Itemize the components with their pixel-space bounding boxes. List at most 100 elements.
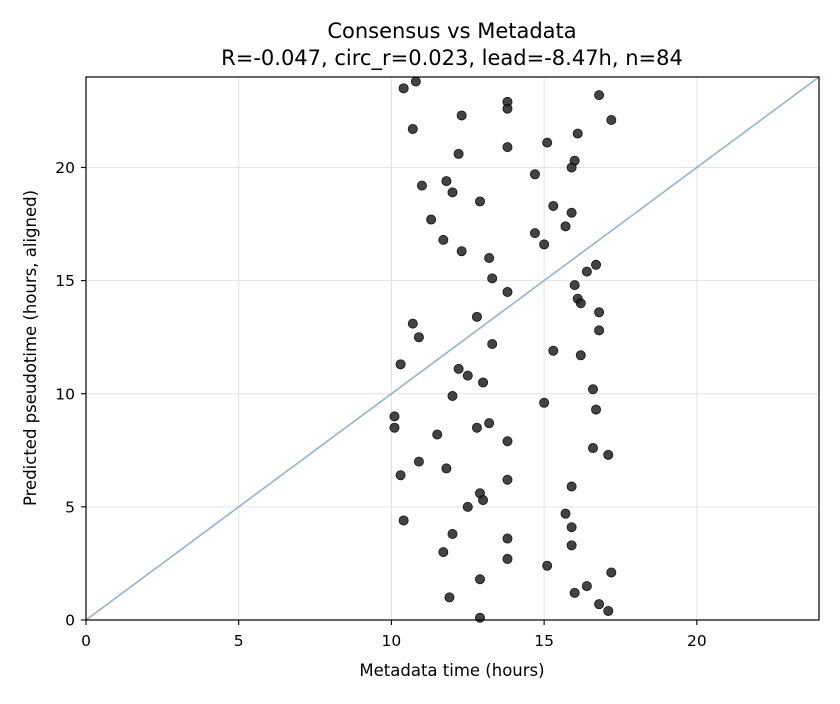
data-point xyxy=(569,587,580,598)
plot-area-frame xyxy=(85,76,820,621)
x-tick-label: 5 xyxy=(234,632,244,650)
x-tick-label: 15 xyxy=(534,632,554,650)
data-point xyxy=(438,547,449,558)
x-tick-label: 0 xyxy=(81,632,91,650)
identity-reference-line xyxy=(85,76,820,621)
data-point xyxy=(569,280,580,291)
data-point xyxy=(529,169,540,180)
data-point xyxy=(407,124,418,135)
y-tick-label: 5 xyxy=(65,498,75,516)
data-point xyxy=(594,325,605,336)
x-axis-label: Metadata time (hours) xyxy=(359,661,544,680)
data-point xyxy=(478,377,489,388)
data-point xyxy=(539,239,550,250)
data-point xyxy=(389,411,400,422)
x-axis-ticks: 0 5 10 15 20 xyxy=(81,620,707,650)
data-point xyxy=(413,332,424,343)
data-point xyxy=(474,196,485,207)
data-point xyxy=(484,252,495,263)
data-point xyxy=(594,90,605,101)
data-point xyxy=(594,307,605,318)
data-point xyxy=(502,103,513,114)
chart-title: Consensus vs Metadata xyxy=(327,19,576,43)
data-point xyxy=(575,350,586,361)
data-point xyxy=(548,345,559,356)
data-point xyxy=(447,187,458,198)
data-point xyxy=(453,148,464,159)
data-point xyxy=(502,436,513,447)
data-point xyxy=(426,214,437,225)
data-point xyxy=(566,522,577,533)
data-point xyxy=(395,470,406,481)
data-point xyxy=(603,449,614,460)
data-point xyxy=(591,259,602,270)
data-point xyxy=(575,298,586,309)
data-point xyxy=(413,456,424,467)
data-point xyxy=(474,612,485,623)
data-point xyxy=(410,76,421,87)
data-point xyxy=(441,463,452,474)
data-point xyxy=(444,592,455,603)
data-point xyxy=(398,83,409,94)
x-tick-label: 10 xyxy=(382,632,402,650)
data-point xyxy=(587,443,598,454)
data-point xyxy=(566,540,577,551)
data-point xyxy=(389,422,400,433)
data-point xyxy=(587,384,598,395)
data-point xyxy=(542,137,553,148)
data-point xyxy=(566,481,577,492)
data-point xyxy=(456,110,467,121)
data-point xyxy=(453,363,464,374)
data-point xyxy=(432,429,443,440)
data-point xyxy=(566,207,577,218)
x-tick-label: 20 xyxy=(687,632,707,650)
y-tick-label: 20 xyxy=(55,159,75,177)
data-points xyxy=(389,76,617,623)
chart-subtitle: R=-0.047, circ_r=0.023, lead=-8.47h, n=8… xyxy=(221,46,683,71)
y-axis-ticks: 0 5 10 15 20 xyxy=(55,159,86,630)
data-point xyxy=(471,311,482,322)
data-point xyxy=(484,418,495,429)
data-point xyxy=(566,162,577,173)
data-point xyxy=(447,529,458,540)
data-point xyxy=(398,515,409,526)
data-point xyxy=(471,422,482,433)
data-point xyxy=(502,142,513,153)
data-point xyxy=(594,599,605,610)
data-point xyxy=(441,176,452,187)
y-tick-label: 0 xyxy=(65,612,75,630)
data-point xyxy=(539,397,550,408)
data-point xyxy=(478,495,489,506)
data-point xyxy=(502,286,513,297)
data-point xyxy=(529,228,540,239)
data-point xyxy=(502,474,513,485)
data-point xyxy=(447,391,458,402)
data-point xyxy=(603,605,614,616)
data-point xyxy=(606,567,617,578)
data-point xyxy=(474,574,485,585)
data-point xyxy=(572,128,583,139)
data-point xyxy=(395,359,406,370)
data-point xyxy=(487,273,498,284)
y-axis-label: Predicted pseudotime (hours, aligned) xyxy=(21,190,40,506)
data-point xyxy=(560,221,571,232)
y-tick-label: 10 xyxy=(55,385,75,403)
data-point xyxy=(438,234,449,245)
data-point xyxy=(462,370,473,381)
data-point xyxy=(416,180,427,191)
data-point xyxy=(581,266,592,277)
data-point xyxy=(502,533,513,544)
data-point xyxy=(591,404,602,415)
data-point xyxy=(407,318,418,329)
data-point xyxy=(502,553,513,564)
data-point xyxy=(560,508,571,519)
data-point xyxy=(581,581,592,592)
data-point xyxy=(487,338,498,349)
data-point xyxy=(462,501,473,512)
data-point xyxy=(456,246,467,257)
data-point xyxy=(606,114,617,125)
data-point xyxy=(542,560,553,571)
y-tick-label: 15 xyxy=(55,272,75,290)
